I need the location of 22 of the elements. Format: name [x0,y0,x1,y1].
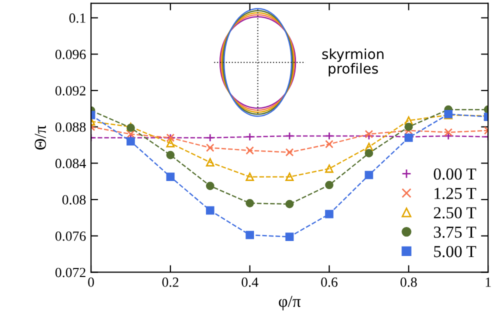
y-axis-title: Θ/π [34,125,46,150]
y-tick-label: 0.072 [55,268,86,278]
y-tick-label: 0.084 [55,158,86,168]
y-tick-label: 0.088 [55,122,86,132]
y-tick-label: 0.076 [55,231,86,241]
annotation: skyrmion profiles [322,48,384,76]
legend-label: 2.50 T [434,207,476,218]
y-tick-label: 0.096 [55,50,86,60]
legend-label: 0.00 T [434,168,476,180]
y-tick-label: 0.1 [69,13,86,23]
legend-label: 1.25 T [434,188,476,200]
y-tick-label: 0.092 [55,86,86,96]
x-tick-label: 1 [486,278,491,287]
x-axis-title: φ/π [278,296,301,310]
x-tick-label: 0 [88,278,94,287]
x-tick-label: 0.6 [321,278,338,287]
x-tick-label: 0.8 [400,278,417,287]
x-tick-label: 0.2 [162,278,178,287]
legend-label: 3.75 T [434,226,476,238]
legend-label: 5.00 T [434,246,476,258]
x-tick-label: 0.4 [242,278,258,287]
y-tick-label: 0.08 [62,195,86,205]
